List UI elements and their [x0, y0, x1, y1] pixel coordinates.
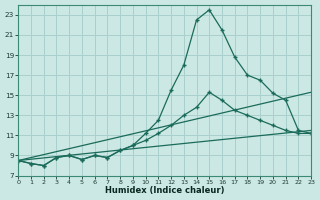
X-axis label: Humidex (Indice chaleur): Humidex (Indice chaleur)	[105, 186, 224, 195]
